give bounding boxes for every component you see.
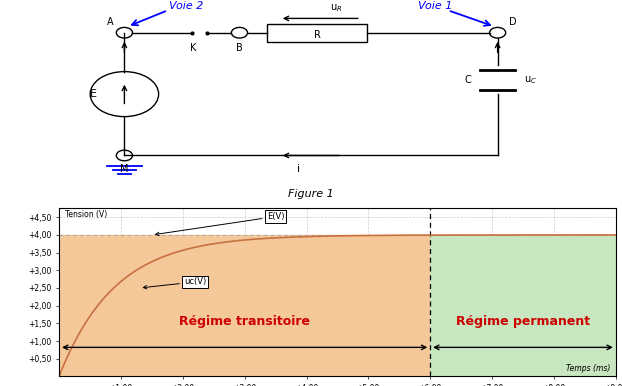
Text: u$_C$: u$_C$ xyxy=(524,74,537,86)
Text: R: R xyxy=(313,30,321,40)
Text: u$_R$: u$_R$ xyxy=(330,3,342,14)
Text: Voie 2: Voie 2 xyxy=(169,1,204,11)
Text: Figure 1: Figure 1 xyxy=(288,190,334,199)
Text: uᴄ(V): uᴄ(V) xyxy=(143,278,207,289)
Text: C: C xyxy=(465,75,471,85)
Text: E: E xyxy=(90,89,97,99)
Text: M: M xyxy=(120,164,129,174)
Text: A: A xyxy=(106,17,113,27)
Bar xyxy=(267,24,367,42)
Text: D: D xyxy=(509,17,516,27)
Text: Temps (ms): Temps (ms) xyxy=(566,364,610,373)
Text: i: i xyxy=(297,164,300,174)
Text: K: K xyxy=(190,43,196,53)
Text: B: B xyxy=(236,43,243,53)
Text: Tension (V): Tension (V) xyxy=(65,210,107,219)
Text: E(V): E(V) xyxy=(156,212,284,235)
Text: Régime transitoire: Régime transitoire xyxy=(179,315,310,328)
Text: Régime permanent: Régime permanent xyxy=(456,315,590,328)
Text: Voie 1: Voie 1 xyxy=(418,1,453,11)
